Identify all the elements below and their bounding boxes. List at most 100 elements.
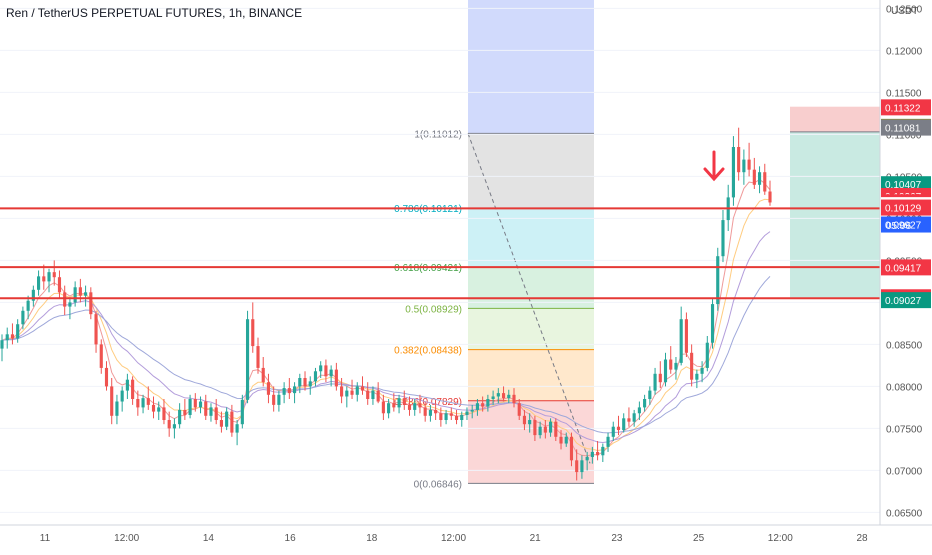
- candle-body: [428, 409, 432, 416]
- candle-body: [475, 403, 479, 410]
- x-tick-label: 28: [856, 533, 868, 544]
- candle-body: [42, 276, 46, 282]
- candle-body: [89, 292, 93, 315]
- candle-body: [131, 379, 135, 399]
- fib-band-top: [468, 0, 594, 134]
- fib-level-label: 0.618(0.09421): [394, 263, 462, 274]
- candle-body: [397, 398, 401, 408]
- candle-body: [486, 399, 490, 407]
- candle-body: [235, 424, 239, 433]
- candle-body: [0, 340, 4, 349]
- fib-band: [468, 400, 594, 484]
- candle-body: [627, 418, 631, 422]
- candle-body: [219, 420, 223, 427]
- candle-body: [569, 436, 574, 461]
- candle-body: [84, 292, 88, 296]
- candle-body: [616, 426, 621, 431]
- candle-body: [319, 365, 323, 372]
- candle-body: [387, 403, 391, 414]
- time-axis-panel: [0, 525, 932, 550]
- candle-body: [454, 415, 459, 420]
- candle-body: [272, 394, 276, 405]
- candle-body: [768, 191, 772, 203]
- candle-body: [141, 398, 145, 408]
- candle-body: [21, 310, 25, 325]
- candle-body: [721, 220, 725, 257]
- candle-body: [418, 403, 422, 408]
- candle-body: [533, 420, 537, 436]
- candle-body: [444, 413, 448, 420]
- candle-body: [188, 399, 192, 415]
- arrow-down-icon: [703, 150, 725, 182]
- candle-body: [104, 367, 109, 387]
- candle-body: [606, 436, 610, 447]
- candle-body: [26, 300, 30, 311]
- candle-body: [742, 159, 746, 173]
- candle-body: [496, 393, 500, 397]
- candle-body: [596, 451, 600, 456]
- price-tag-label: 0.09927: [885, 221, 922, 232]
- x-tick-label: 16: [285, 533, 297, 544]
- candle-body: [360, 386, 365, 391]
- candle-body: [245, 319, 250, 400]
- candle-body: [16, 324, 20, 339]
- candle-body: [757, 172, 762, 185]
- candle-body: [266, 382, 271, 395]
- candle-body: [522, 415, 527, 425]
- x-tick-label: 12:00: [114, 533, 139, 544]
- candle-body: [507, 394, 511, 399]
- price-tag: [881, 259, 931, 276]
- candle-body: [355, 386, 359, 395]
- y-tick-label: 0.11000: [886, 130, 922, 141]
- y-tick-label: 0.06500: [886, 508, 923, 519]
- candle-body: [73, 287, 77, 303]
- candle-body: [381, 401, 385, 414]
- candle-body: [549, 421, 553, 433]
- candle-body: [528, 420, 532, 425]
- candle-body: [340, 386, 344, 397]
- candle-body: [585, 456, 589, 461]
- candle-body: [162, 407, 166, 420]
- moving-average-line: [1, 276, 771, 434]
- candle-body: [251, 319, 255, 347]
- axis-currency: USDT: [891, 6, 919, 17]
- price-tag-label: 0.10407: [885, 180, 922, 191]
- fib-level-label: 0(0.06846): [414, 479, 462, 490]
- candle-body: [94, 314, 98, 345]
- candle-body: [125, 379, 129, 391]
- price-tag: [881, 119, 931, 136]
- chart-title: Ren / TetherUS PERPETUAL FUTURES, 1h, BI…: [6, 6, 303, 20]
- candle-body: [460, 414, 464, 420]
- candle-body: [230, 411, 234, 433]
- y-tick-label: 0.11500: [886, 88, 922, 99]
- price-tag-label: 0.11322: [885, 103, 921, 114]
- candle-body: [653, 373, 657, 391]
- candle-body: [303, 378, 307, 387]
- candle-body: [481, 403, 485, 407]
- candle-body: [747, 159, 751, 170]
- fib-level-label: 0.5(0.08929): [405, 304, 462, 315]
- candle-body: [324, 365, 328, 377]
- candle-body: [329, 369, 333, 377]
- candle-body: [554, 421, 558, 437]
- candle-body: [470, 409, 474, 412]
- candle-body: [423, 407, 427, 416]
- candle-body: [376, 390, 380, 402]
- candle-body: [63, 292, 67, 307]
- candle-body: [643, 399, 647, 408]
- candle-body: [543, 426, 547, 433]
- candle-body: [407, 404, 412, 410]
- position-target-zone: [790, 131, 880, 298]
- candle-body: [695, 373, 699, 380]
- fib-band: [468, 267, 594, 309]
- x-tick-label: 23: [611, 533, 623, 544]
- candle-body: [204, 401, 208, 416]
- candle-body: [366, 390, 370, 399]
- candle-body: [731, 147, 735, 198]
- candle-body: [590, 451, 594, 457]
- candle-body: [110, 386, 114, 416]
- price-tag: [881, 99, 931, 116]
- candle-body: [679, 319, 683, 363]
